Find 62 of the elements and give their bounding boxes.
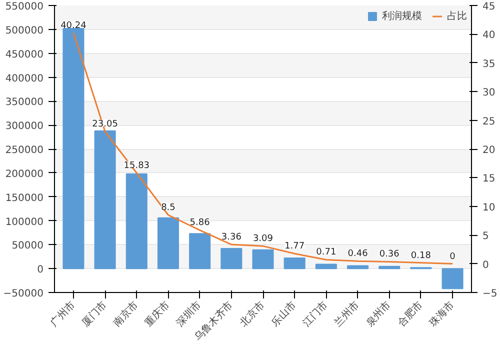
x-tick-label: 江门市: [300, 298, 330, 329]
bar: [189, 233, 211, 270]
bar: [94, 130, 116, 270]
y2-tick-label: 40: [482, 30, 496, 42]
data-label: 0.36: [379, 250, 400, 260]
data-label: 15.83: [124, 160, 150, 171]
x-tick-label: 合肥市: [395, 298, 425, 329]
bar: [315, 264, 337, 270]
y-tick-label: 550000: [5, 2, 44, 12]
y-tick-label: 250000: [5, 145, 44, 156]
legend-label: 利润规模: [382, 10, 422, 23]
bar: [252, 249, 274, 270]
x-tick-label: 北京市: [237, 298, 267, 329]
y-tick-label: 350000: [5, 97, 44, 108]
y2-tick-label: 15: [482, 174, 496, 185]
data-label: 3.09: [252, 234, 274, 244]
y-tick-label: 500000: [5, 25, 44, 36]
y2-tick-label: 35: [482, 58, 496, 70]
data-label: 8.5: [161, 203, 176, 214]
x-tick-label: 厦门市: [79, 298, 109, 329]
y-tick-label: 150000: [5, 192, 44, 204]
data-label: 23.05: [92, 119, 118, 130]
x-tick-label: 广州市: [48, 298, 78, 329]
y2-tick-label: 30: [482, 88, 496, 99]
y2-tick-label: 10: [482, 202, 496, 214]
y-tick-label: 0: [37, 264, 44, 276]
y2-tick-label: 25: [482, 116, 496, 128]
y2-tick-label: 20: [482, 145, 496, 156]
data-label: 1.77: [284, 242, 305, 252]
y-tick-label: 450000: [5, 49, 44, 60]
y-tick-label: 100000: [5, 216, 44, 228]
y-tick-label: −50000: [3, 288, 44, 300]
y-tick-label: 400000: [5, 73, 44, 84]
legend-label: 占比: [447, 10, 467, 23]
bar: [442, 268, 464, 290]
y2-tick-label: 5: [482, 231, 489, 242]
y2-tick-label: 45: [482, 2, 496, 12]
y2-tick-label: −5: [482, 288, 498, 300]
x-tick-label: 泉州市: [364, 298, 394, 329]
data-label: 0.46: [348, 249, 368, 260]
x-tick-label: 珠海市: [426, 298, 456, 329]
bar: [157, 217, 179, 270]
x-tick-label: 重庆市: [142, 298, 172, 329]
line-series: [72, 32, 454, 265]
data-label: 5.86: [190, 218, 210, 228]
x-tick-label: 乐山市: [269, 298, 299, 329]
y2-tick-label: 0: [482, 260, 489, 271]
y-tick-label: 50000: [12, 240, 44, 252]
y-tick-label: 200000: [5, 168, 44, 180]
bar: [220, 248, 242, 270]
data-label: 3.36: [221, 232, 242, 243]
bar: [284, 258, 306, 270]
data-label: 0.18: [410, 250, 432, 261]
bar: [347, 265, 369, 270]
bar: [62, 28, 84, 270]
y-tick-label: 300000: [5, 121, 44, 132]
x-tick-label: 兰州市: [332, 298, 362, 329]
data-label: 0.71: [316, 248, 336, 258]
bar: [378, 266, 400, 270]
bar: [126, 173, 148, 270]
data-label: 0: [450, 252, 456, 262]
x-tick-label: 南京市: [111, 298, 141, 329]
